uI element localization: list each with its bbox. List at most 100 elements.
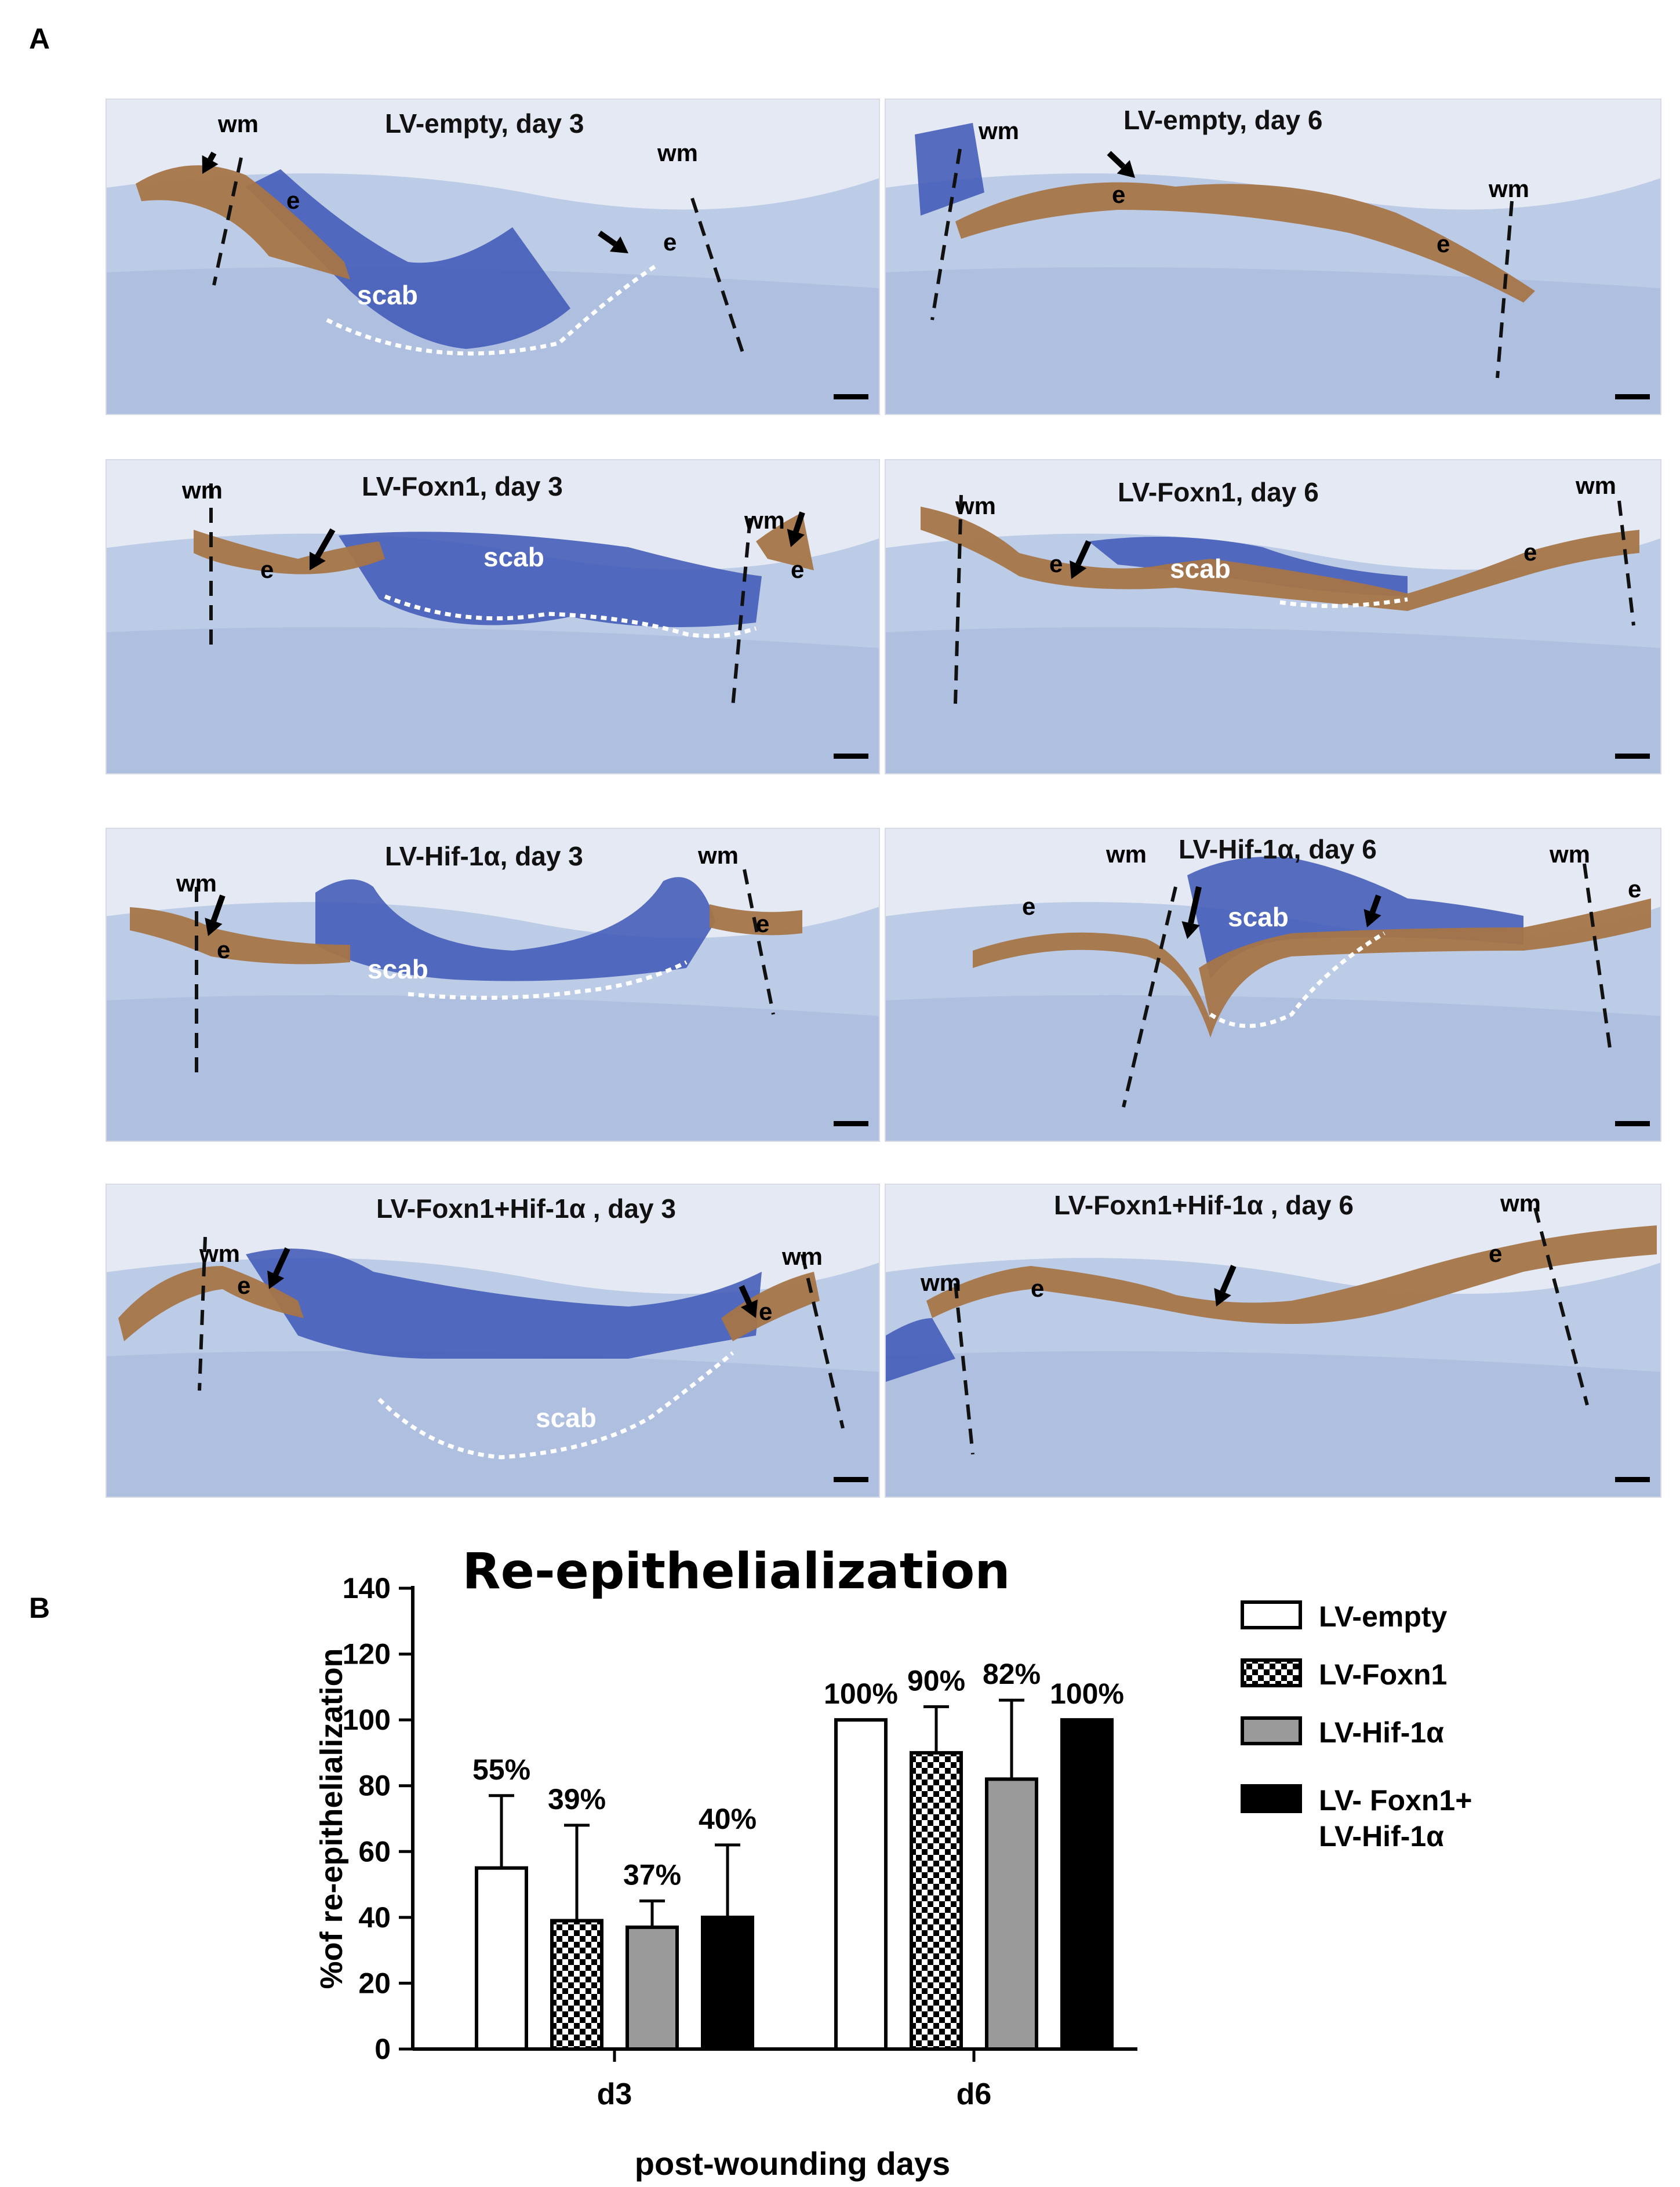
micrograph-3: LV-Foxn1, day 3 wm wm e e scab [106,459,880,774]
data-label: 100% [1050,1677,1124,1710]
y-tick-label: 120 [343,1638,391,1671]
x-tick-label: d6 [957,2077,992,2111]
micrograph-title: LV-Hif-1α, day 3 [385,840,583,872]
micrograph-label-e: e [286,187,300,214]
bar [552,1921,602,2049]
micrograph-label-wm: wm [698,842,739,869]
legend-label: LV-empty [1319,1600,1448,1633]
micrograph-label-wm: wm [744,507,785,534]
micrograph-4: LV-Foxn1, day 6 wm wm e e scab [885,459,1661,774]
micrograph-7: LV-Foxn1+Hif-1α , day 3 wm wm e e scab [106,1184,880,1498]
data-label: 37% [623,1858,681,1891]
micrograph-label-wm: wm [1550,840,1590,868]
legend-swatch [1242,1660,1300,1686]
y-axis-label: %of re-epithelialization [314,1648,349,1989]
micrograph-label-e: e [663,228,677,256]
micrograph-label-wm: wm [657,139,698,167]
bar [1062,1720,1112,2049]
chart-title: Re-epithelialization [462,1542,1010,1600]
micrograph-label-scab: scab [357,279,418,311]
micrograph-title: LV-Foxn1+Hif-1α , day 3 [376,1193,676,1224]
micrograph-label-e: e [759,1298,772,1326]
bar [477,1868,526,2049]
tissue-section-image [886,100,1660,414]
y-tick-label: 40 [358,1901,391,1934]
tissue-section-image [107,100,879,414]
panel-a-letter: A [29,22,50,56]
micrograph-label-wm: wm [979,117,1019,145]
micrograph-label-e: e [791,556,804,584]
micrograph-label-e: e [1489,1240,1502,1268]
y-tick-label: 60 [358,1835,391,1868]
data-label: 100% [824,1677,898,1710]
legend-label: LV- Foxn1+ [1319,1784,1472,1817]
micrograph-label-e: e [1523,538,1537,566]
micrograph-1: LV-empty, day 3 wm wm e e scab [106,99,880,415]
micrograph-title: LV-Hif-1α, day 6 [1179,834,1377,865]
micrograph-label-wm: wm [1489,175,1529,203]
y-tick-label: 80 [358,1770,391,1802]
micrograph-8: LV-Foxn1+Hif-1α , day 6 wm wm e e [885,1184,1661,1498]
bar [911,1753,961,2049]
micrograph-label-wm: wm [182,476,223,504]
micrograph-label-e: e [1112,181,1125,209]
x-axis-label: post-wounding days [635,2145,950,2182]
micrograph-label-wm: wm [176,869,217,897]
micrograph-label-wm: wm [199,1240,240,1268]
micrograph-label-e: e [1031,1275,1044,1302]
legend-swatch [1242,1786,1300,1811]
micrograph-label-wm: wm [1106,840,1147,868]
data-label: 40% [699,1803,757,1835]
micrograph-label-wm: wm [921,1269,961,1297]
micrograph-title: LV-empty, day 3 [385,108,584,139]
micrograph-label-e: e [1437,230,1450,258]
micrograph-label-scab: scab [1170,553,1231,584]
micrograph-label-e: e [1022,893,1035,920]
data-label: 55% [472,1753,530,1786]
micrograph-title: LV-Foxn1, day 6 [1118,476,1319,508]
bar [987,1779,1037,2049]
micrograph-label-wm: wm [955,492,996,520]
micrograph-label-wm: wm [1500,1189,1541,1217]
micrograph-6: LV-Hif-1α, day 6 wm wm e e scab [885,828,1661,1142]
micrograph-label-e: e [1628,875,1641,903]
micrograph-label-e: e [1049,550,1063,578]
micrograph-title: LV-Foxn1+Hif-1α , day 6 [1054,1189,1354,1221]
micrograph-label-scab: scab [368,954,428,985]
tissue-section-image [886,1185,1660,1497]
micrograph-title: LV-empty, day 6 [1123,104,1322,136]
y-tick-label: 140 [343,1572,391,1604]
legend-swatch [1242,1718,1300,1744]
bar [627,1927,677,2049]
micrograph-label-wm: wm [218,110,259,138]
legend-label: LV-Hif-1α [1319,1716,1444,1749]
micrograph-label-scab: scab [1228,901,1289,933]
micrograph-label-scab: scab [483,541,544,573]
micrograph-label-scab: scab [536,1402,597,1433]
y-tick-label: 20 [358,1967,391,1999]
y-tick-label: 100 [343,1704,391,1736]
micrograph-label-e: e [756,910,769,938]
micrograph-label-wm: wm [1576,472,1616,500]
y-tick-label: 0 [374,2033,391,2065]
data-label: 82% [983,1658,1041,1690]
legend-label: LV-Hif-1α [1319,1820,1444,1853]
micrograph-label-e: e [260,556,274,584]
tissue-section-image [107,829,879,1141]
data-label: 90% [907,1664,965,1697]
legend-swatch [1242,1602,1300,1628]
x-tick-label: d3 [597,2077,632,2111]
bar [836,1720,886,2049]
legend-label: LV-Foxn1 [1319,1658,1447,1691]
tissue-section-image [107,1185,879,1497]
re-epithelialization-bar-chart: Re-epithelialization 0 20 40 60 80 100 120 140 %o… [0,1484,1680,2187]
bar [703,1917,752,2049]
micrograph-2: LV-empty, day 6 wm wm e e [885,99,1661,415]
micrograph-title: LV-Foxn1, day 3 [362,471,563,502]
micrograph-label-e: e [237,1272,250,1300]
data-label: 39% [548,1783,606,1815]
micrograph-label-wm: wm [782,1243,823,1271]
micrograph-5: LV-Hif-1α, day 3 wm wm e e scab [106,828,880,1142]
tissue-section-image [886,829,1660,1141]
micrograph-label-e: e [217,936,230,964]
